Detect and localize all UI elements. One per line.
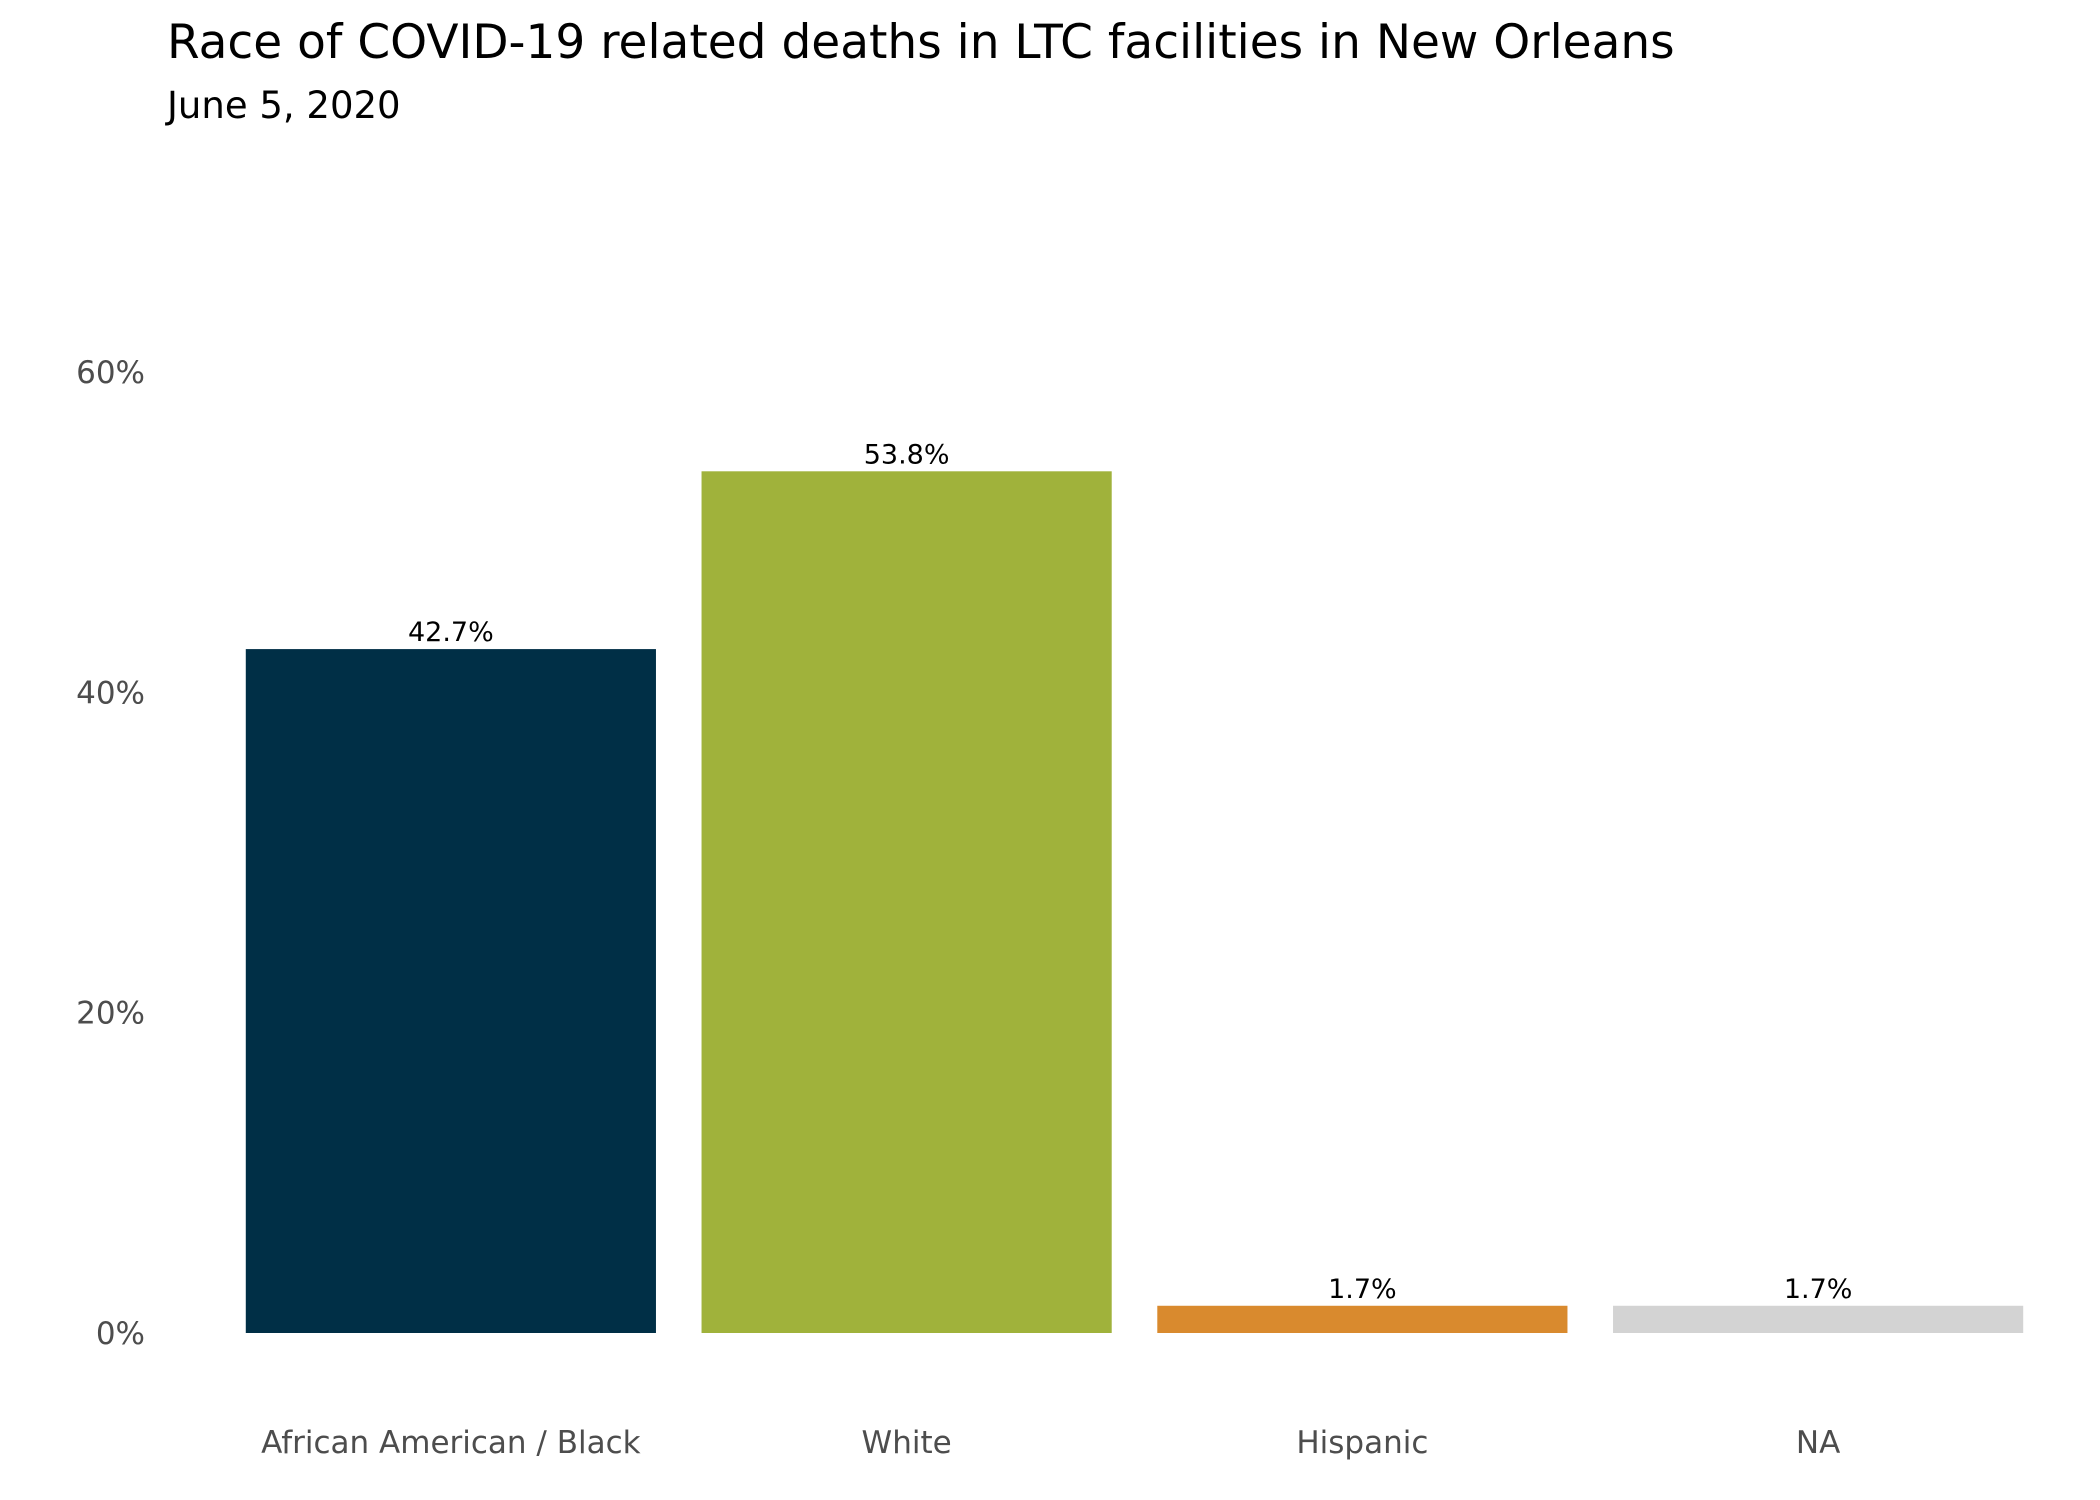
chart-subtitle: June 5, 2020 xyxy=(165,84,401,127)
bar-value-label: 1.7% xyxy=(1784,1274,1853,1305)
bars xyxy=(245,471,2024,1333)
y-tick-label: 60% xyxy=(76,355,145,391)
bar xyxy=(1157,1305,1568,1333)
x-category-label: Hispanic xyxy=(1296,1425,1428,1461)
bar-value-label: 42.7% xyxy=(408,617,494,648)
y-tick-label: 0% xyxy=(96,1316,145,1352)
y-tick-label: 20% xyxy=(76,996,145,1032)
x-category-label: African American / Black xyxy=(261,1425,641,1461)
y-tick-label: 40% xyxy=(76,675,145,711)
chart-title: Race of COVID-19 related deaths in LTC f… xyxy=(167,15,1675,70)
bar xyxy=(701,471,1112,1333)
bar-value-label: 53.8% xyxy=(864,439,950,470)
bar xyxy=(245,649,656,1333)
x-category-label: White xyxy=(862,1425,952,1461)
bar-value-labels: 42.7% 53.8% 1.7% 1.7% xyxy=(408,439,1852,1304)
bar xyxy=(1613,1305,2024,1333)
x-category-label: NA xyxy=(1796,1425,1840,1461)
y-axis: 0% 20% 40% 60% xyxy=(76,355,145,1352)
x-axis: African American / Black White Hispanic NA xyxy=(261,1425,1840,1461)
bar-value-label: 1.7% xyxy=(1328,1274,1397,1305)
